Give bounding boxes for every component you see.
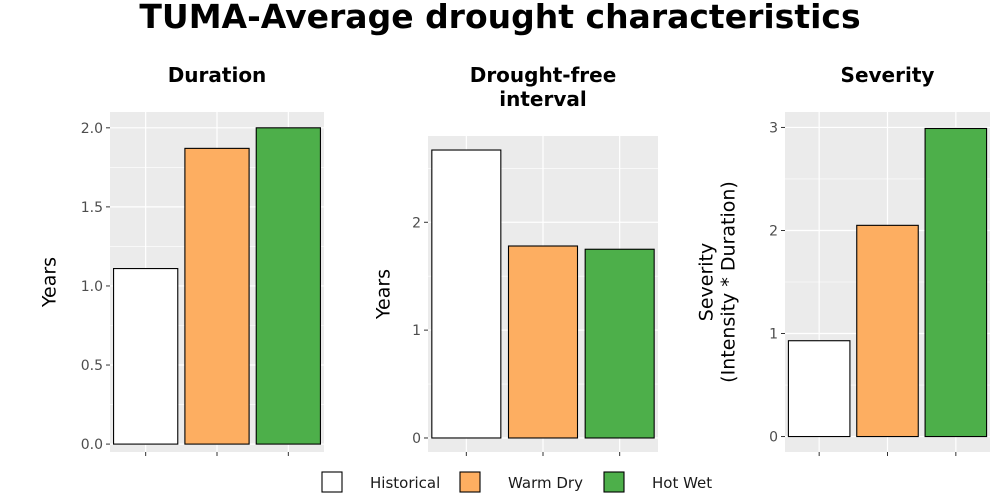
- bar-historical: [431, 149, 502, 439]
- y-tick-label: 0.5: [81, 358, 103, 374]
- legend-swatch: [321, 471, 343, 493]
- legend-item-warm-dry: Warm Dry: [459, 471, 583, 493]
- bar-historical: [113, 268, 179, 445]
- legend-swatch: [603, 471, 625, 493]
- y-tick-label: 0: [412, 431, 421, 447]
- panel-title: Drought-free: [470, 63, 617, 87]
- chart-panels: 0.0 0.5 1.0 1.5 2.0 Duration Years 0 1 2 Drought-f…: [39, 63, 990, 456]
- bar-warm-dry: [856, 224, 919, 438]
- panel-title: interval: [499, 87, 586, 111]
- legend-swatch: [459, 471, 481, 493]
- panel-title: Duration: [168, 63, 267, 87]
- legend: Historical Warm Dry Hot Wet: [321, 471, 712, 493]
- bar-warm-dry: [507, 245, 579, 439]
- y-tick-label: 1.0: [81, 279, 103, 295]
- y-tick-label: 3: [769, 120, 778, 136]
- y-tick-label: 0: [769, 430, 778, 446]
- y-tick-label: 2: [412, 215, 421, 231]
- legend-item-historical: Historical: [321, 471, 440, 493]
- y-tick-label: 1.5: [81, 200, 103, 216]
- y-tick-label: 1: [412, 323, 421, 339]
- y-axis-label: Years: [39, 257, 61, 308]
- legend-label: Warm Dry: [508, 474, 583, 492]
- y-tick-label: 2: [769, 223, 778, 239]
- y-axis-label: (Intensity * Duration): [718, 181, 740, 383]
- bar-hot-wet: [255, 127, 321, 445]
- y-tick-label: 2.0: [81, 121, 103, 137]
- panel-title: Severity: [841, 63, 935, 87]
- legend-item-hot-wet: Hot Wet: [603, 471, 712, 493]
- bar-historical: [787, 340, 851, 438]
- legend-label: Hot Wet: [652, 474, 712, 492]
- bar-hot-wet: [924, 127, 988, 438]
- legend-label: Historical: [370, 474, 440, 492]
- chart-title: TUMA-Average drought characteristics: [139, 0, 860, 36]
- y-axis-label: Severity: [696, 243, 718, 321]
- y-tick-label: 1: [769, 327, 778, 343]
- y-axis-label: Years: [373, 269, 395, 320]
- bar-hot-wet: [584, 248, 655, 439]
- bar-warm-dry: [184, 147, 250, 445]
- y-tick-label: 0.0: [81, 437, 103, 453]
- panel-1: 0.0 0.5 1.0 1.5 2.0 Duration Years: [39, 63, 324, 456]
